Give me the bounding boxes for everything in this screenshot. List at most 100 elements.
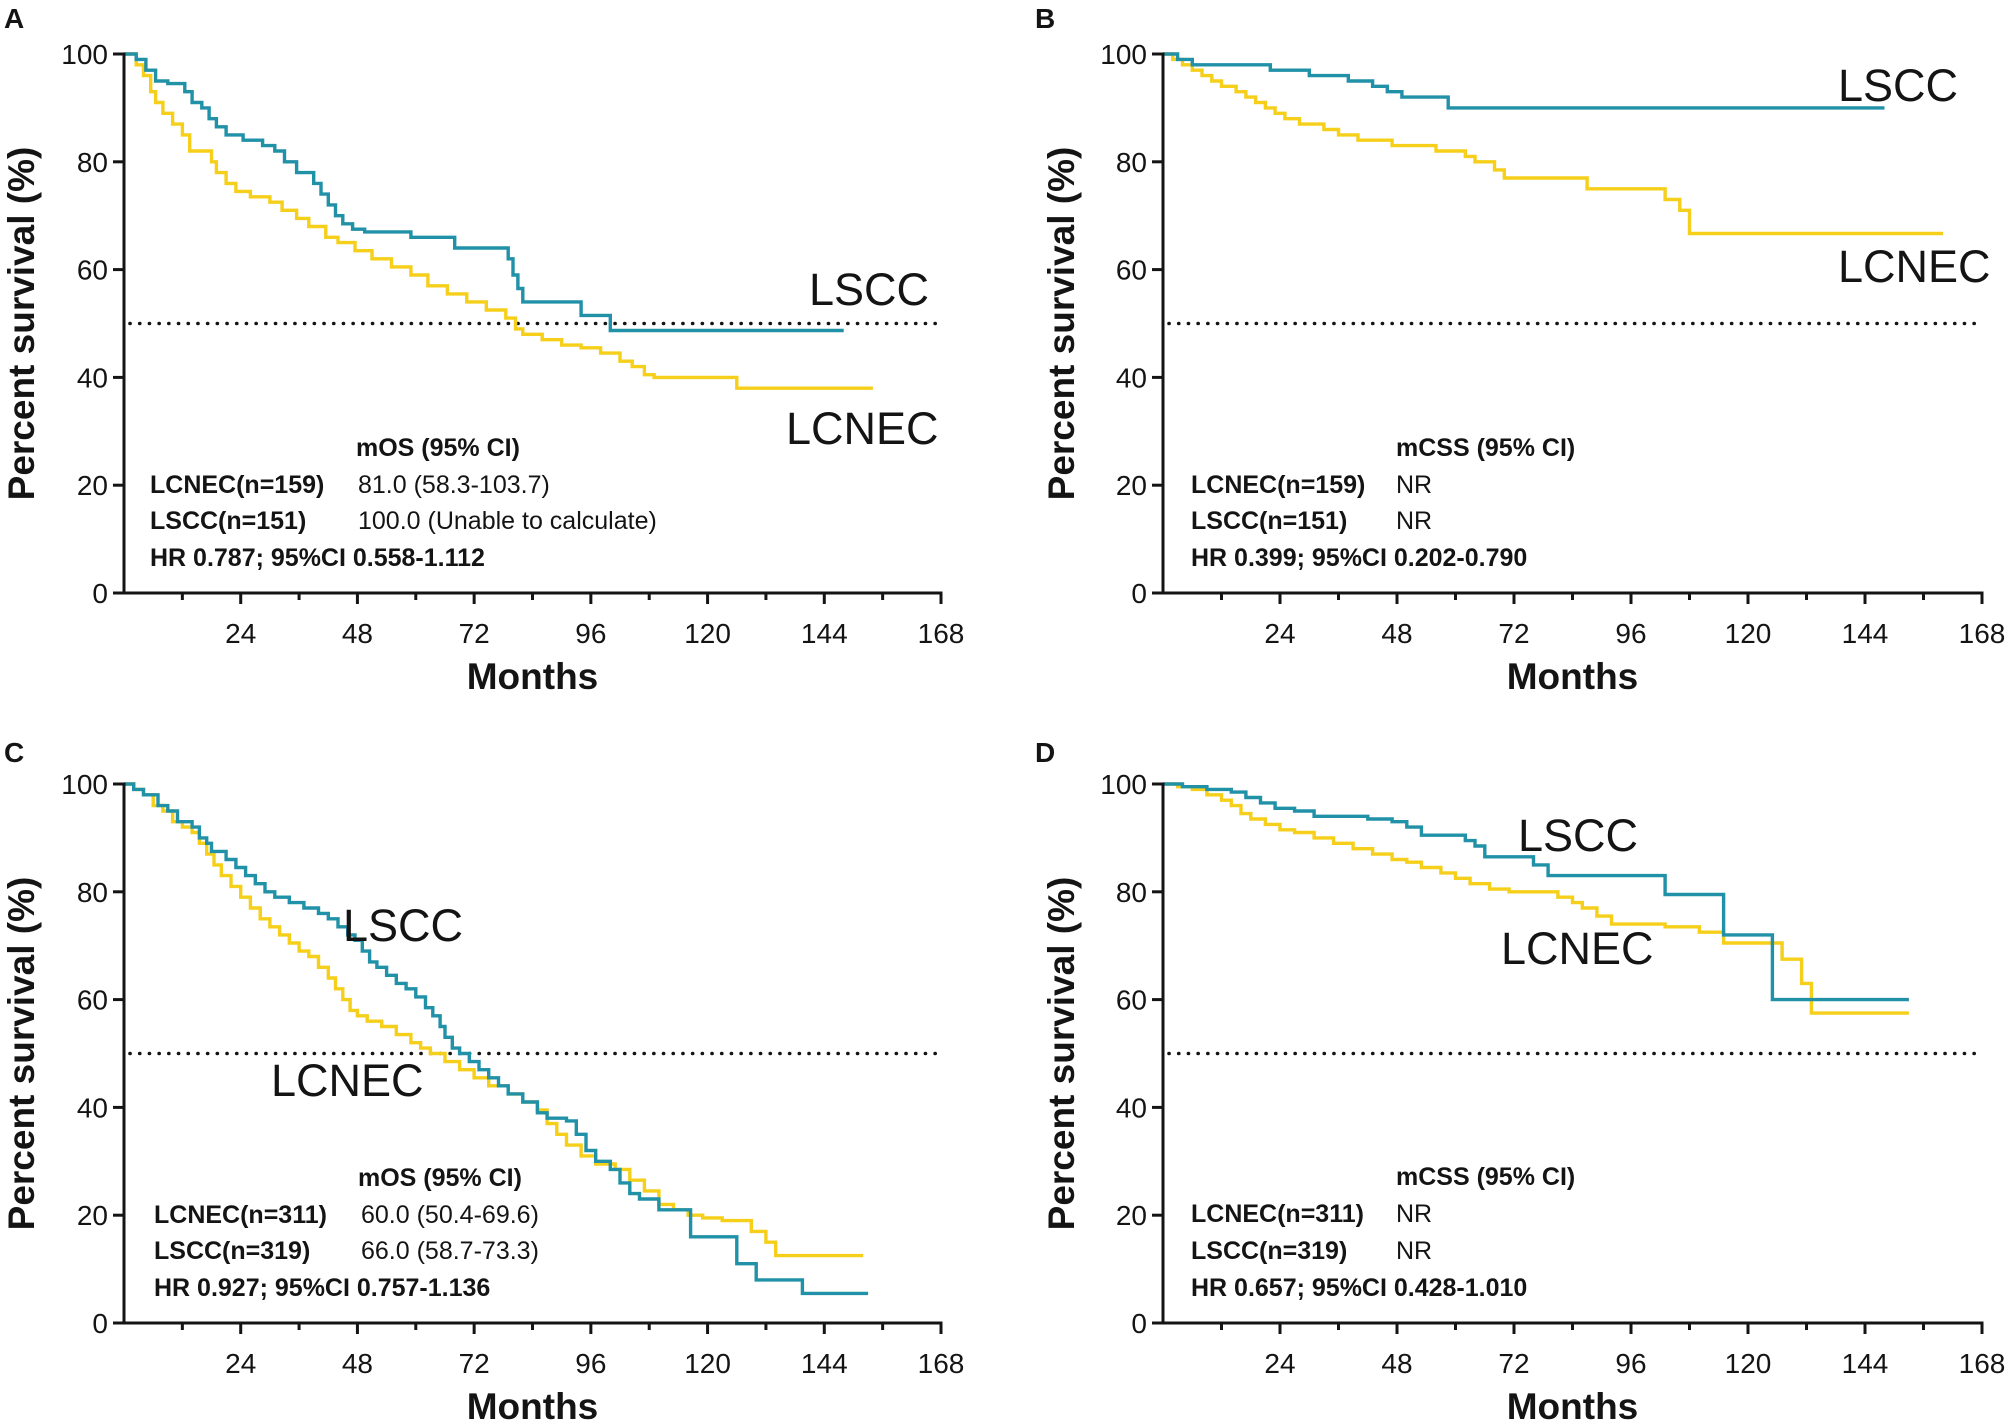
x-tick-label: 168	[1959, 618, 2006, 649]
stats-header: mCSS (95% CI)	[1396, 1163, 1575, 1191]
curve-label-lscc: LSCC	[1838, 60, 1958, 111]
panel-letter: C	[4, 737, 24, 768]
x-tick-label: 48	[342, 618, 373, 649]
km-curve-lscc	[124, 782, 869, 1296]
x-tick-label: 24	[1264, 1348, 1295, 1379]
km-curve-lcnec	[124, 782, 864, 1258]
x-tick-label: 96	[575, 1348, 606, 1379]
panel-letter: D	[1035, 737, 1055, 768]
panel-d: D 24 48 72 96 120 144 168 0 20 40 60 80 100 Months Perc…	[1035, 737, 2005, 1425]
panel-a: A 24 48 72 96 120 144 168 0 20 40 60 80 100 Months Perc…	[1, 3, 964, 697]
y-axis-title: Percent survival (%)	[1, 147, 42, 501]
hazard-ratio-text: HR 0.787; 95%CI 0.558-1.112	[150, 544, 485, 572]
stats-header: mOS (95% CI)	[358, 1164, 522, 1192]
x-tick-label: 120	[684, 1348, 731, 1379]
curve-label-lcnec: LCNEC	[786, 403, 939, 454]
x-tick-label: 48	[342, 1348, 373, 1379]
x-tick-label: 144	[1842, 618, 1889, 649]
stats-header: mCSS (95% CI)	[1396, 434, 1575, 462]
y-tick-label: 100	[1100, 769, 1147, 800]
x-tick-label: 72	[459, 1348, 490, 1379]
panel-c: C 24 48 72 96 120 144 168 0 20 40 60 80 100 Months Perc…	[1, 737, 964, 1425]
x-tick-label: 24	[1264, 618, 1295, 649]
stats-group-label: LSCC(n=151)	[1191, 507, 1347, 535]
x-tick-label: 168	[1959, 1348, 2006, 1379]
stats-group-label: LCNEC(n=311)	[154, 1201, 327, 1229]
km-curve-lscc	[1163, 782, 1909, 1002]
y-tick-label: 60	[77, 985, 108, 1016]
panel-letter: B	[1035, 3, 1055, 34]
y-axis-title: Percent survival (%)	[1, 877, 42, 1231]
curve-label-lcnec: LCNEC	[1501, 923, 1654, 974]
y-tick-label: 80	[1116, 147, 1147, 178]
x-tick-label: 120	[684, 618, 731, 649]
y-tick-label: 60	[77, 255, 108, 286]
x-tick-label: 72	[1498, 618, 1529, 649]
stats-group-label: LSCC(n=319)	[1191, 1237, 1347, 1265]
y-tick-label: 40	[1116, 1092, 1147, 1123]
panel-letter: A	[4, 3, 24, 34]
stats-group-label: LCNEC(n=311)	[1191, 1200, 1364, 1228]
stats-value: NR	[1396, 1237, 1432, 1265]
curve-label-lcnec: LCNEC	[271, 1055, 424, 1106]
y-tick-label: 60	[1116, 255, 1147, 286]
y-tick-label: 0	[1131, 1308, 1147, 1339]
panel-b: B 24 48 72 96 120 144 168 0 20 40 60 80 100 Months Perc…	[1035, 3, 2005, 697]
x-tick-label: 168	[918, 1348, 965, 1379]
km-curve-lscc	[1163, 52, 1885, 110]
stats-value: 81.0 (58.3-103.7)	[358, 471, 550, 499]
stats-value: NR	[1396, 471, 1432, 499]
x-tick-label: 120	[1725, 1348, 1772, 1379]
y-axis-title: Percent survival (%)	[1041, 877, 1082, 1231]
km-curve-lcnec	[1163, 782, 1909, 1015]
x-axis-title: Months	[1507, 1386, 1639, 1425]
y-axis-title: Percent survival (%)	[1041, 147, 1082, 501]
y-tick-label: 0	[1131, 578, 1147, 609]
stats-value: NR	[1396, 1200, 1432, 1228]
x-tick-label: 24	[225, 618, 256, 649]
stats-header: mOS (95% CI)	[356, 434, 520, 462]
y-tick-label: 20	[77, 470, 108, 501]
curve-label-lscc: LSCC	[343, 900, 463, 951]
km-curve-lcnec	[124, 52, 873, 390]
y-tick-label: 80	[77, 147, 108, 178]
y-tick-label: 0	[92, 578, 108, 609]
x-axis-title: Months	[1507, 656, 1639, 697]
y-tick-label: 40	[77, 362, 108, 393]
y-tick-label: 80	[77, 877, 108, 908]
stats-value: 60.0 (50.4-69.6)	[361, 1201, 539, 1229]
x-tick-label: 168	[918, 618, 965, 649]
x-tick-label: 72	[459, 618, 490, 649]
y-tick-label: 40	[1116, 362, 1147, 393]
stats-group-label: LCNEC(n=159)	[1191, 471, 1365, 499]
stats-group-label: LCNEC(n=159)	[150, 471, 324, 499]
x-tick-label: 48	[1381, 618, 1412, 649]
y-tick-label: 20	[1116, 470, 1147, 501]
hazard-ratio-text: HR 0.657; 95%CI 0.428-1.010	[1191, 1274, 1527, 1302]
curve-label-lscc: LSCC	[809, 264, 929, 315]
y-tick-label: 100	[61, 769, 108, 800]
y-tick-label: 60	[1116, 985, 1147, 1016]
curve-label-lscc: LSCC	[1518, 810, 1638, 861]
x-tick-label: 120	[1725, 618, 1772, 649]
stats-group-label: LSCC(n=319)	[154, 1237, 310, 1265]
x-tick-label: 96	[575, 618, 606, 649]
x-axis-title: Months	[467, 1386, 599, 1425]
y-tick-label: 20	[1116, 1200, 1147, 1231]
y-tick-label: 100	[61, 39, 108, 70]
x-axis-title: Months	[467, 656, 599, 697]
stats-value: 100.0 (Unable to calculate)	[358, 507, 657, 535]
stats-value: 66.0 (58.7-73.3)	[361, 1237, 539, 1265]
x-tick-label: 144	[801, 1348, 848, 1379]
y-tick-label: 0	[92, 1308, 108, 1339]
hazard-ratio-text: HR 0.399; 95%CI 0.202-0.790	[1191, 544, 1527, 572]
x-tick-label: 96	[1615, 618, 1646, 649]
km-curve-lcnec	[1163, 52, 1943, 236]
y-tick-label: 40	[77, 1092, 108, 1123]
stats-group-label: LSCC(n=151)	[150, 507, 306, 535]
x-tick-label: 144	[801, 618, 848, 649]
hazard-ratio-text: HR 0.927; 95%CI 0.757-1.136	[154, 1274, 490, 1302]
y-tick-label: 100	[1100, 39, 1147, 70]
curve-label-lcnec: LCNEC	[1838, 241, 1991, 292]
